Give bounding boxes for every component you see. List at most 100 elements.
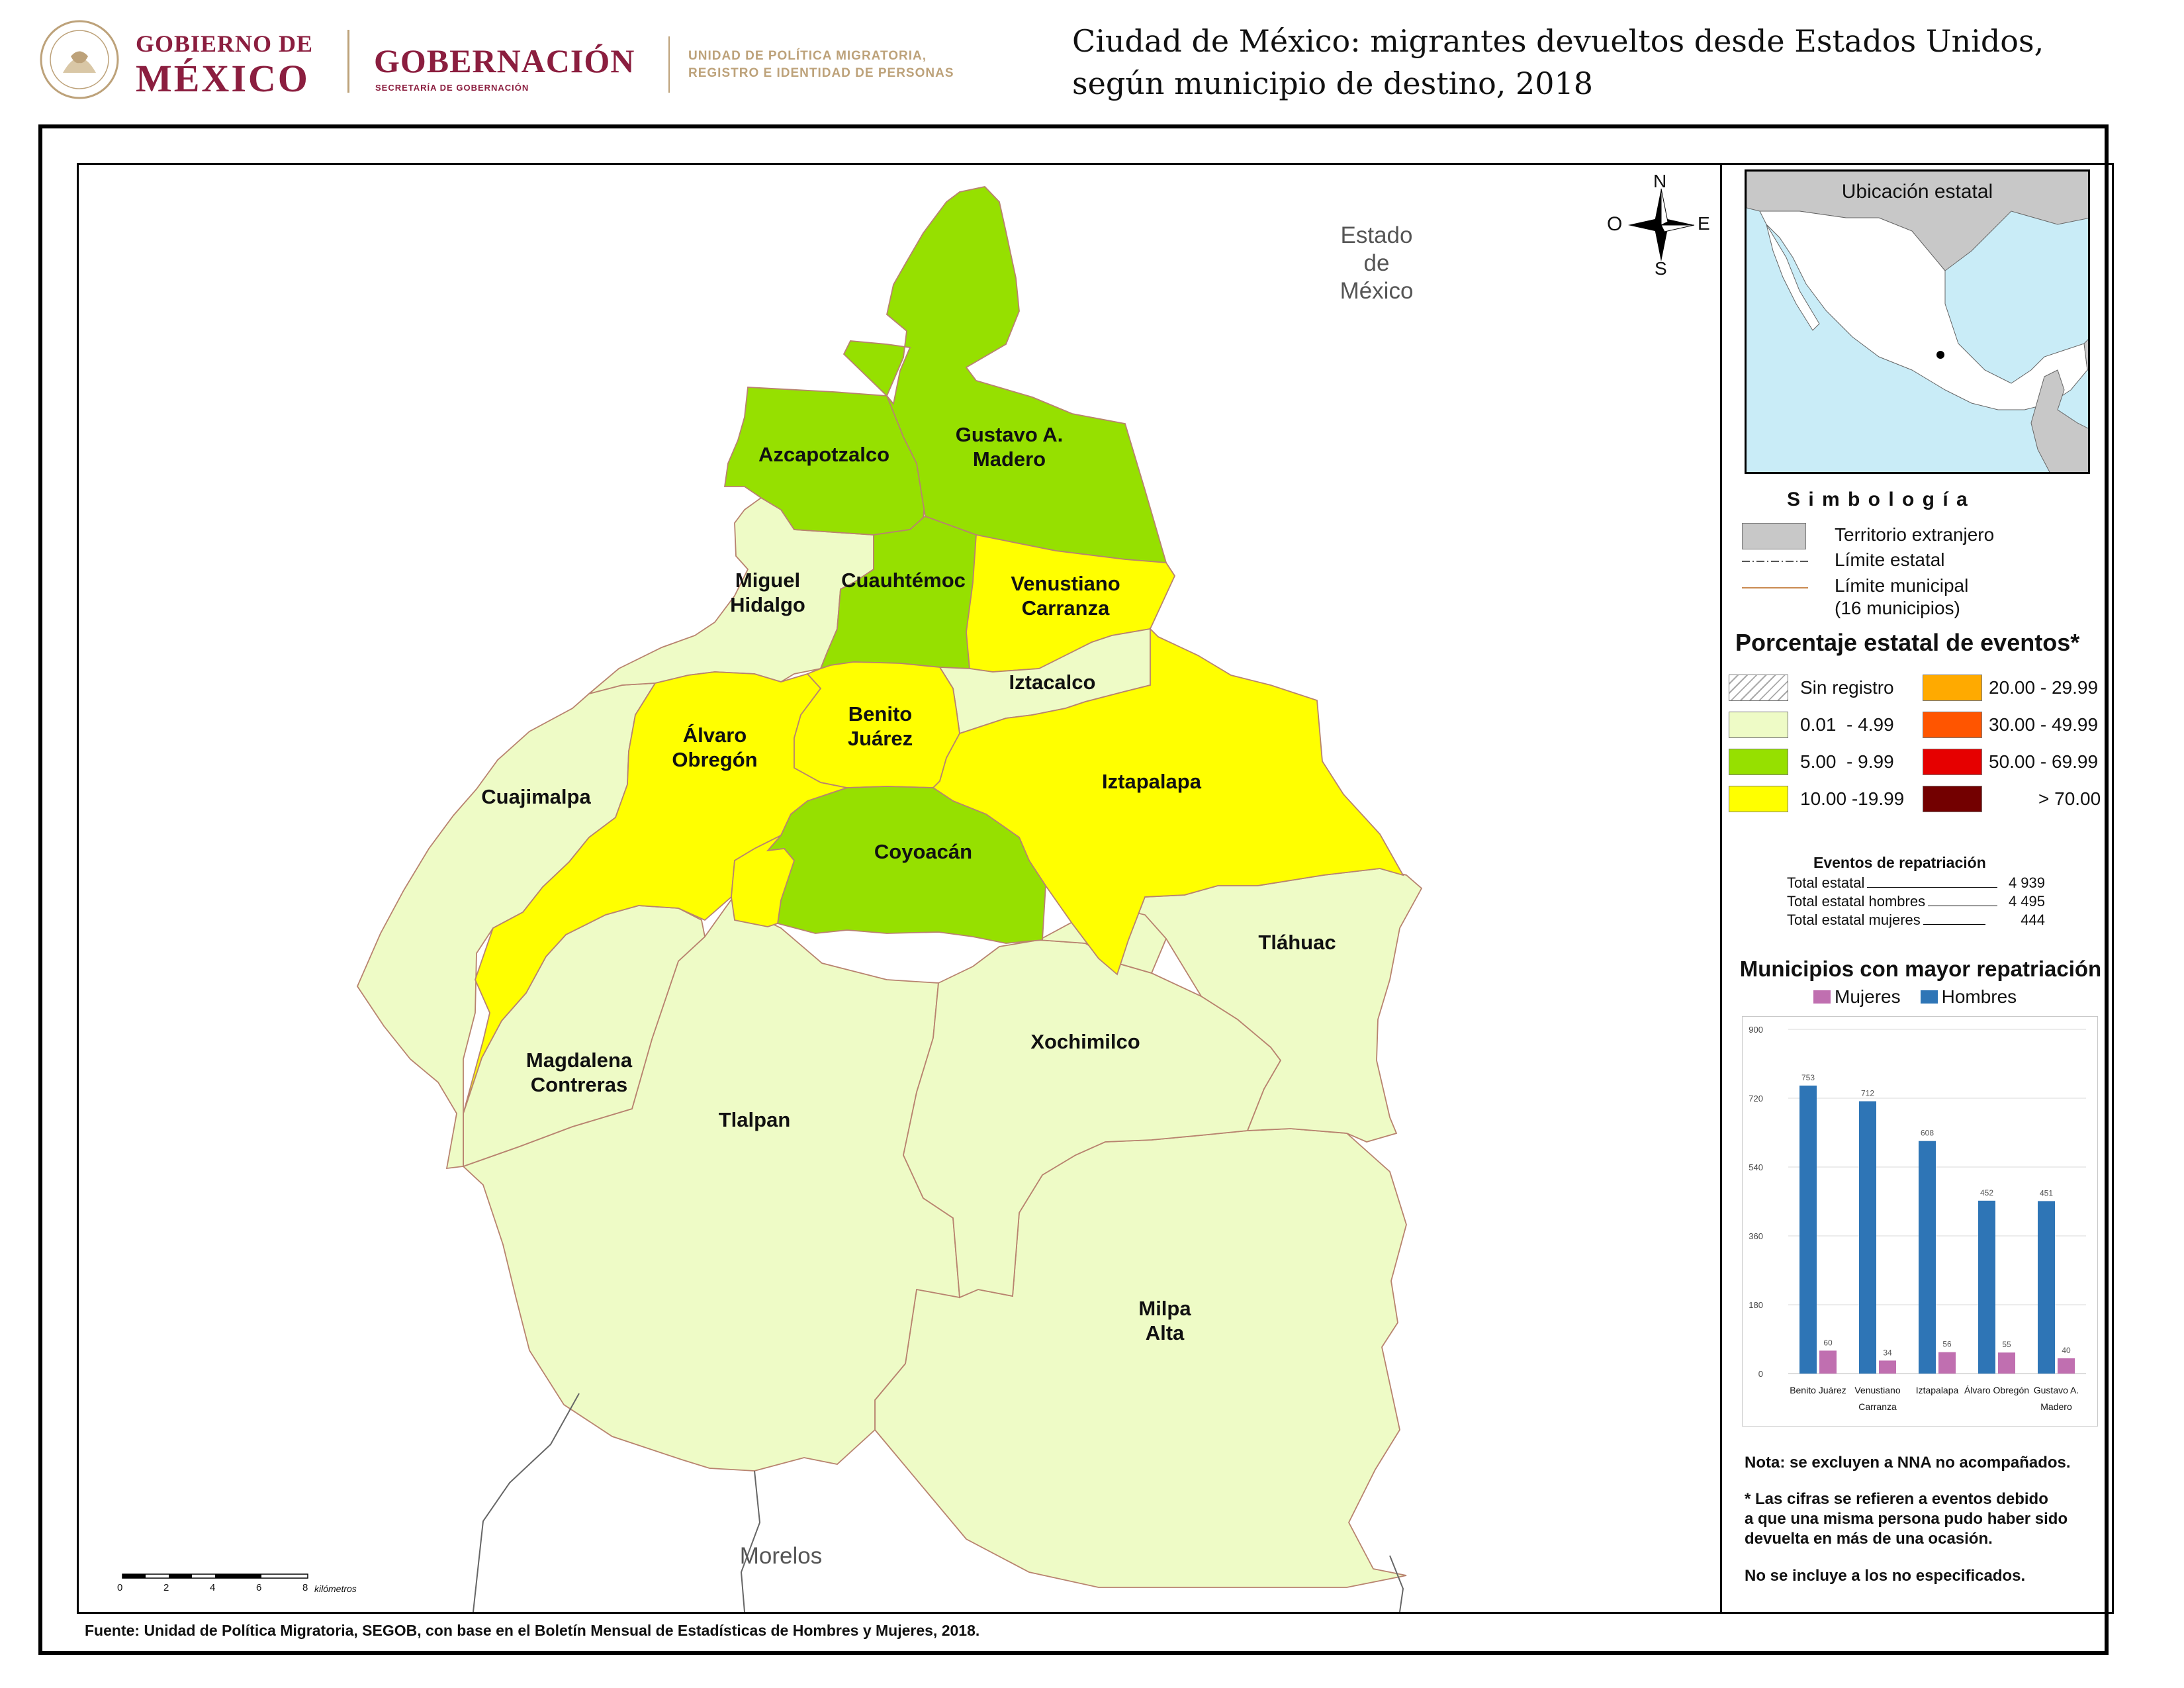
scale-unit: kilómetros bbox=[314, 1583, 357, 1594]
swatch-50-70 bbox=[1923, 749, 1982, 775]
data-label: 451 bbox=[2040, 1188, 2053, 1197]
bar-mujeres bbox=[1819, 1350, 1837, 1374]
scale-tick-4: 4 bbox=[210, 1582, 216, 1593]
label-line: Tláhuac bbox=[1258, 931, 1336, 954]
events-row: Total estatal mujeres 444 bbox=[1787, 911, 2045, 929]
x-tick-label: Venustiano bbox=[1854, 1385, 1900, 1395]
label-alvaro-obregon: Álvaro Obregón bbox=[649, 723, 781, 772]
data-label: 40 bbox=[2062, 1346, 2071, 1355]
label-line: Gustavo A. bbox=[955, 423, 1064, 446]
bar-chart: 0 180 360 540 720 900 753 60 Benito Juárez 712 34 V… bbox=[1742, 1016, 2098, 1427]
national-seal-icon bbox=[40, 20, 119, 99]
label-line: Azcapotzalco bbox=[758, 443, 890, 466]
header-separator bbox=[668, 36, 670, 93]
panel-divider bbox=[1720, 163, 1722, 1614]
compass-n: N bbox=[1653, 171, 1667, 191]
label-gustavo-a-madero: Gustavo A. Madero bbox=[940, 422, 1079, 471]
label-line: Miguel bbox=[735, 569, 801, 592]
label-line: Contreras bbox=[530, 1073, 628, 1096]
data-label: 55 bbox=[2002, 1340, 2011, 1349]
events-row-value: 444 bbox=[2021, 912, 2045, 928]
logo-gob-line1: GOBIERNO DE bbox=[136, 30, 314, 57]
bar-hombres bbox=[1978, 1200, 1995, 1374]
inset-mexico-map bbox=[1747, 171, 2088, 472]
bar-mujeres bbox=[2058, 1358, 2075, 1374]
class-label: Sin registro bbox=[1800, 677, 1894, 698]
logo-gob-line2: MÉXICO bbox=[136, 57, 310, 100]
neighbor-estado-de-mexico: Estado de México bbox=[1297, 222, 1456, 305]
events-row: Total estatal 4 939 bbox=[1787, 874, 2045, 892]
label-tlahuac: Tláhuac bbox=[1224, 930, 1370, 955]
label-line: Hidalgo bbox=[730, 593, 805, 616]
state-limit-symbol bbox=[1742, 561, 1808, 562]
label-line: Venustiano bbox=[1011, 572, 1120, 595]
legend-foreign: Territorio extranjero bbox=[1835, 524, 1995, 545]
label-line: Alta bbox=[1145, 1321, 1185, 1344]
bar-hombres bbox=[1799, 1085, 1817, 1374]
label-line: Magdalena bbox=[525, 1049, 633, 1072]
swatch-sin-registro bbox=[1729, 675, 1788, 701]
choropleth-map bbox=[356, 186, 1423, 1612]
header-separator bbox=[347, 30, 349, 93]
label-line: Madero bbox=[972, 447, 1046, 471]
bar-hombres bbox=[1919, 1141, 1936, 1374]
note-line: devuelta en más de una ocasión. bbox=[1745, 1530, 1993, 1548]
legend-mun-limit-line1: Límite municipal bbox=[1835, 575, 1969, 596]
events-table: Total estatal 4 939 Total estatal hombres… bbox=[1787, 874, 2045, 929]
label-line: Carranza bbox=[1021, 596, 1110, 620]
label-milpa-alta: Milpa Alta bbox=[1092, 1296, 1238, 1345]
label-line: Cuajimalpa bbox=[481, 785, 591, 808]
scale-tick-2: 2 bbox=[163, 1582, 169, 1593]
label-iztacalco: Iztacalco bbox=[979, 670, 1125, 694]
neighbor-north-line1: Estado bbox=[1340, 222, 1413, 248]
gobierno-de-mexico-logo: GOBIERNO DE MÉXICO bbox=[36, 17, 341, 103]
logo-seg-sub: SECRETARÍA DE GOBERNACIÓN bbox=[375, 83, 529, 93]
label-cuajimalpa: Cuajimalpa bbox=[463, 784, 609, 809]
legend-label-mujeres: Mujeres bbox=[1835, 986, 1901, 1007]
scale-tick-8: 8 bbox=[302, 1582, 308, 1593]
label-line: Iztacalco bbox=[1009, 671, 1096, 694]
bar-mujeres bbox=[1879, 1360, 1896, 1374]
scale-tick-0: 0 bbox=[117, 1582, 123, 1593]
data-label: 452 bbox=[1980, 1188, 1993, 1197]
label-benito-juarez: Benito Juárez bbox=[814, 702, 946, 751]
note-no-especificados: No se incluye a los no especificados. bbox=[1745, 1567, 2026, 1585]
class-label: 5.00 - 9.99 bbox=[1800, 751, 1894, 772]
data-label: 608 bbox=[1921, 1129, 1934, 1138]
data-label: 712 bbox=[1861, 1089, 1874, 1098]
neighbor-morelos: Morelos bbox=[739, 1543, 823, 1569]
label-line: Tlalpan bbox=[718, 1108, 791, 1131]
y-tick-label: 540 bbox=[1749, 1162, 1763, 1172]
mun-limit-symbol bbox=[1742, 587, 1808, 588]
morelos-boundary bbox=[473, 1393, 1404, 1612]
page-title: Ciudad de México: migrantes devueltos de… bbox=[1072, 20, 2171, 105]
inset-title: Ubicación estatal bbox=[1841, 181, 1993, 203]
data-label: 60 bbox=[1823, 1338, 1833, 1347]
swatch-70 bbox=[1923, 786, 1982, 812]
label-venustiano-carranza: Venustiano Carranza bbox=[993, 571, 1138, 620]
y-tick-label: 720 bbox=[1749, 1094, 1763, 1103]
note-nna: Nota: se excluyen a NNA no acompañados. bbox=[1745, 1454, 2071, 1472]
label-azcapotzalco: Azcapotzalco bbox=[748, 442, 900, 467]
label-miguel-hidalgo: Miguel Hidalgo bbox=[702, 568, 834, 617]
label-coyoacan: Coyoacán bbox=[850, 839, 996, 864]
x-tick-label: Madero bbox=[2040, 1401, 2072, 1412]
bar-hombres bbox=[2038, 1201, 2055, 1374]
label-iztapalapa: Iztapalapa bbox=[1079, 769, 1224, 794]
label-line: Cuauhtémoc bbox=[841, 569, 966, 592]
y-tick-label: 360 bbox=[1749, 1231, 1763, 1241]
class-label: 0.01 - 4.99 bbox=[1800, 714, 1894, 735]
y-tick-label: 180 bbox=[1749, 1300, 1763, 1310]
events-row-label: Total estatal mujeres bbox=[1787, 912, 1921, 928]
events-title: Eventos de repatriación bbox=[1813, 854, 1986, 871]
chart-title: Municipios con mayor repatriación bbox=[1739, 957, 2102, 981]
north-arrow-icon bbox=[1628, 188, 1695, 261]
x-tick-label: Carranza bbox=[1858, 1401, 1897, 1412]
label-line: Obregón bbox=[672, 748, 758, 771]
foreign-swatch bbox=[1742, 523, 1806, 549]
page-title-line2: según municipio de destino, 2018 bbox=[1072, 66, 1594, 101]
label-xochimilco: Xochimilco bbox=[1013, 1029, 1158, 1054]
legend-mun-limit-line2: (16 municipios) bbox=[1835, 598, 1960, 618]
map-frame-inner bbox=[77, 163, 2114, 1614]
x-tick-label: Gustavo A. bbox=[2034, 1385, 2079, 1395]
